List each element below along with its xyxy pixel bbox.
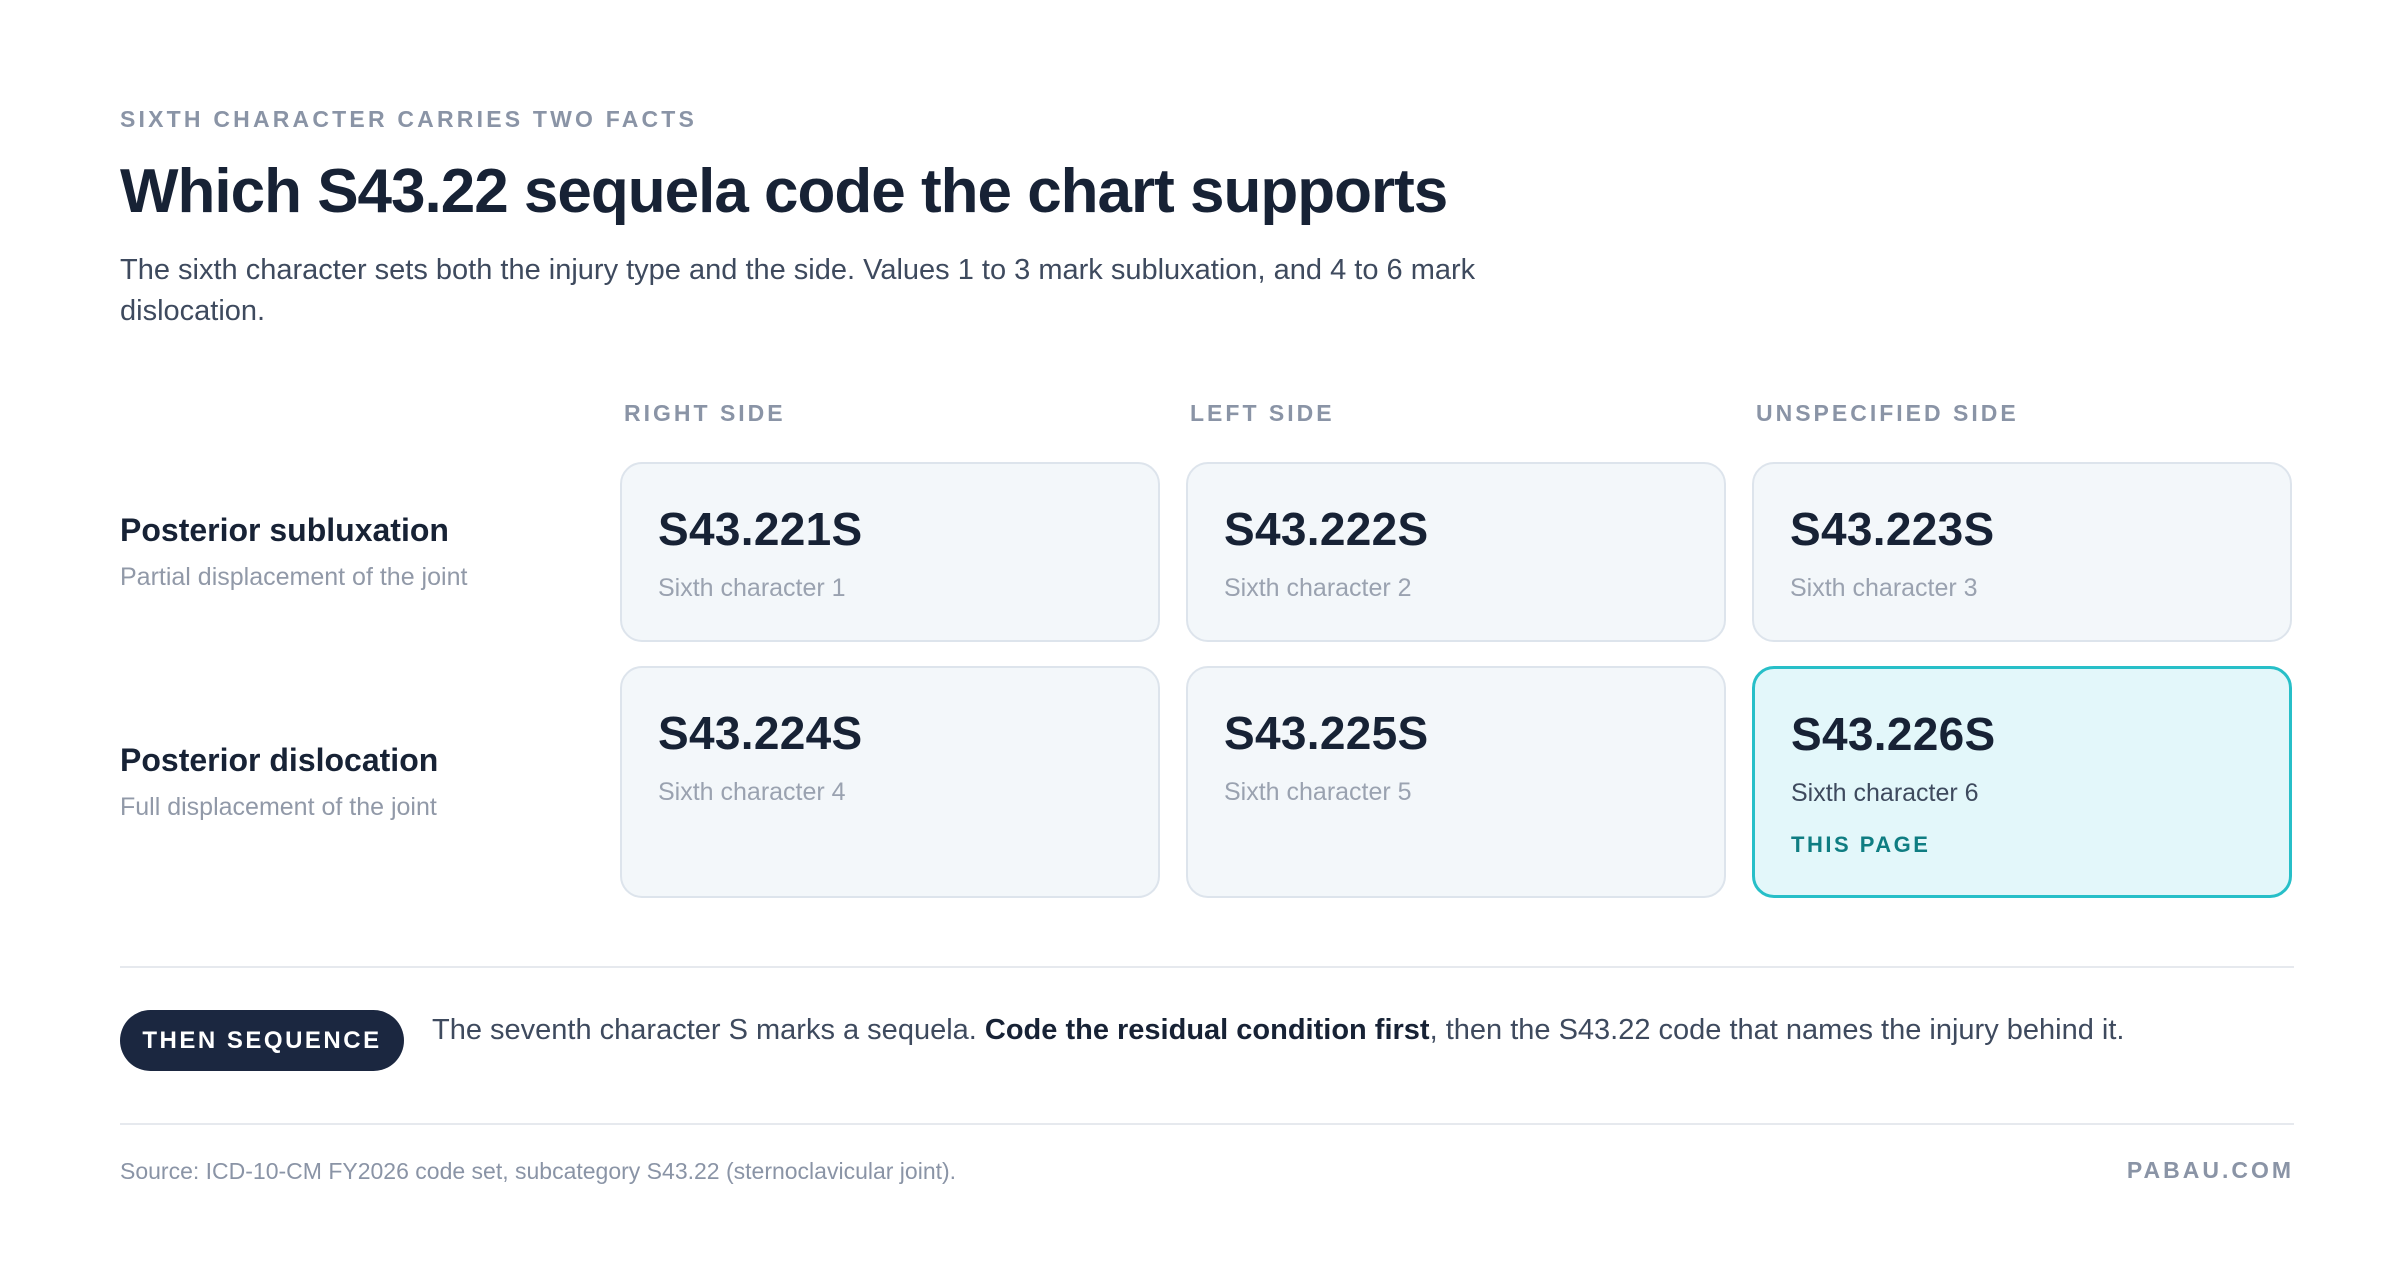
brand-link[interactable]: PABAU.COM bbox=[2126, 1157, 2294, 1183]
sixth-character-label: Sixth character 1 bbox=[658, 574, 846, 602]
sixth-character-label: Sixth character 4 bbox=[658, 778, 846, 806]
code-value: S43.226S bbox=[1791, 708, 1996, 760]
code-card-s43-223s[interactable]: S43.223S Sixth character 3 bbox=[1752, 462, 2292, 642]
then-sequence-pill: THEN SEQUENCE bbox=[120, 1010, 404, 1071]
code-card-s43-222s[interactable]: S43.222S Sixth character 2 bbox=[1186, 462, 1726, 642]
this-page-badge: THIS PAGE bbox=[1791, 832, 1931, 857]
column-header-unspecified: UNSPECIFIED SIDE bbox=[1756, 400, 2019, 426]
code-value: S43.222S bbox=[1224, 503, 1429, 555]
row-description: Full displacement of the joint bbox=[120, 793, 437, 821]
row-label-dislocation: Posterior dislocation Full displacement … bbox=[120, 742, 438, 822]
code-card-s43-225s[interactable]: S43.225S Sixth character 5 bbox=[1186, 666, 1726, 898]
code-value: S43.225S bbox=[1224, 707, 1429, 759]
row-description: Partial displacement of the joint bbox=[120, 563, 468, 591]
column-header-right: RIGHT SIDE bbox=[624, 400, 786, 426]
code-value: S43.221S bbox=[658, 503, 863, 555]
sequence-text-start: The seventh character S marks a sequela. bbox=[432, 1014, 985, 1046]
page-subtitle: The sixth character sets both the injury… bbox=[120, 254, 1476, 327]
code-value: S43.223S bbox=[1790, 503, 1995, 555]
code-value: S43.224S bbox=[658, 707, 863, 759]
column-header-left: LEFT SIDE bbox=[1190, 400, 1335, 426]
sequence-text-end: , then the S43.22 code that names the in… bbox=[1429, 1014, 2125, 1046]
row-name: Posterior subluxation bbox=[120, 512, 449, 548]
eyebrow: SIXTH CHARACTER CARRIES TWO FACTS bbox=[120, 106, 698, 132]
divider bbox=[120, 966, 2294, 968]
row-name: Posterior dislocation bbox=[120, 742, 439, 778]
sequence-text-emphasis: Code the residual condition first bbox=[984, 1014, 1430, 1046]
sixth-character-label: Sixth character 5 bbox=[1224, 778, 1412, 806]
source-note: Source: ICD-10-CM FY2026 code set, subca… bbox=[120, 1158, 957, 1184]
sequence-note: The seventh character S marks a sequela.… bbox=[432, 1010, 2124, 1050]
sixth-character-label: Sixth character 6 bbox=[1791, 779, 1979, 807]
sixth-character-label: Sixth character 2 bbox=[1224, 574, 1412, 602]
code-card-s43-221s[interactable]: S43.221S Sixth character 1 bbox=[620, 462, 1160, 642]
code-card-s43-226s-current[interactable]: S43.226S Sixth character 6 THIS PAGE bbox=[1752, 666, 2292, 898]
divider bbox=[120, 1123, 2294, 1125]
page-title: Which S43.22 sequela code the chart supp… bbox=[120, 157, 1448, 226]
sixth-character-label: Sixth character 3 bbox=[1790, 574, 1978, 602]
code-card-s43-224s[interactable]: S43.224S Sixth character 4 bbox=[620, 666, 1160, 898]
row-label-subluxation: Posterior subluxation Partial displaceme… bbox=[120, 512, 467, 592]
